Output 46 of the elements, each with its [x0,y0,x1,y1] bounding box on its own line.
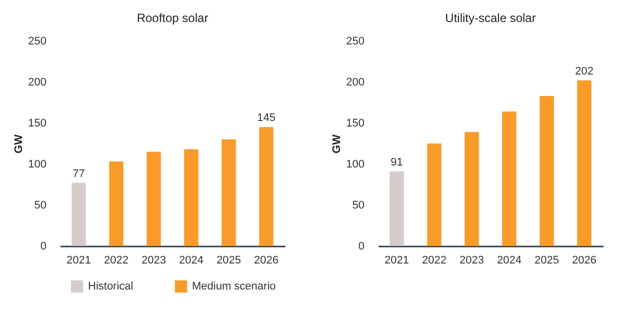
bar [259,127,274,246]
y-tick-label: 200 [28,76,46,88]
y-tick-label: 200 [346,76,364,88]
y-tick-label: 100 [28,158,46,170]
bar [184,149,198,246]
y-tick-label: 50 [34,200,46,212]
legend-label: Medium scenario [192,280,276,292]
y-axis-title: GW [13,134,26,154]
data-label: 145 [257,112,276,124]
bar [427,144,442,246]
y-tick-label: 50 [352,200,364,212]
y-tick-label: 250 [346,36,364,48]
x-tick-label: 2021 [384,254,409,266]
y-tick-label: 0 [358,240,364,252]
bar [464,132,479,246]
x-tick-label: 2025 [216,254,241,266]
data-label: 91 [390,156,403,168]
data-label: 202 [575,65,594,78]
bar [222,139,236,246]
bar [109,162,124,246]
y-axis-title: GW [331,134,344,154]
x-tick-label: 2024 [497,254,522,266]
y-tick-label: 150 [346,118,364,130]
x-tick-label: 2025 [534,254,559,266]
bar [502,112,516,246]
y-tick-label: 0 [40,240,46,252]
y-tick-label: 100 [346,158,364,170]
chart-title: Rooftop solar [136,11,208,25]
y-tick-label: 150 [28,118,46,130]
x-tick-label: 2021 [66,254,91,266]
x-tick-label: 2022 [104,254,128,266]
bar [72,182,86,246]
chart-title: Utility-scale solar [445,11,536,25]
x-tick-label: 2024 [179,254,204,266]
bar [540,96,554,246]
legend-label: Historical [88,280,134,292]
bar [390,171,404,246]
x-tick-label: 2022 [422,254,446,266]
bar [146,152,161,246]
x-tick-label: 2026 [254,254,278,266]
x-tick-label: 2023 [460,254,484,266]
x-tick-label: 2026 [572,254,596,266]
bar [577,80,592,246]
y-tick-label: 250 [28,36,46,48]
data-label: 77 [72,168,85,180]
x-tick-label: 2023 [142,254,166,266]
